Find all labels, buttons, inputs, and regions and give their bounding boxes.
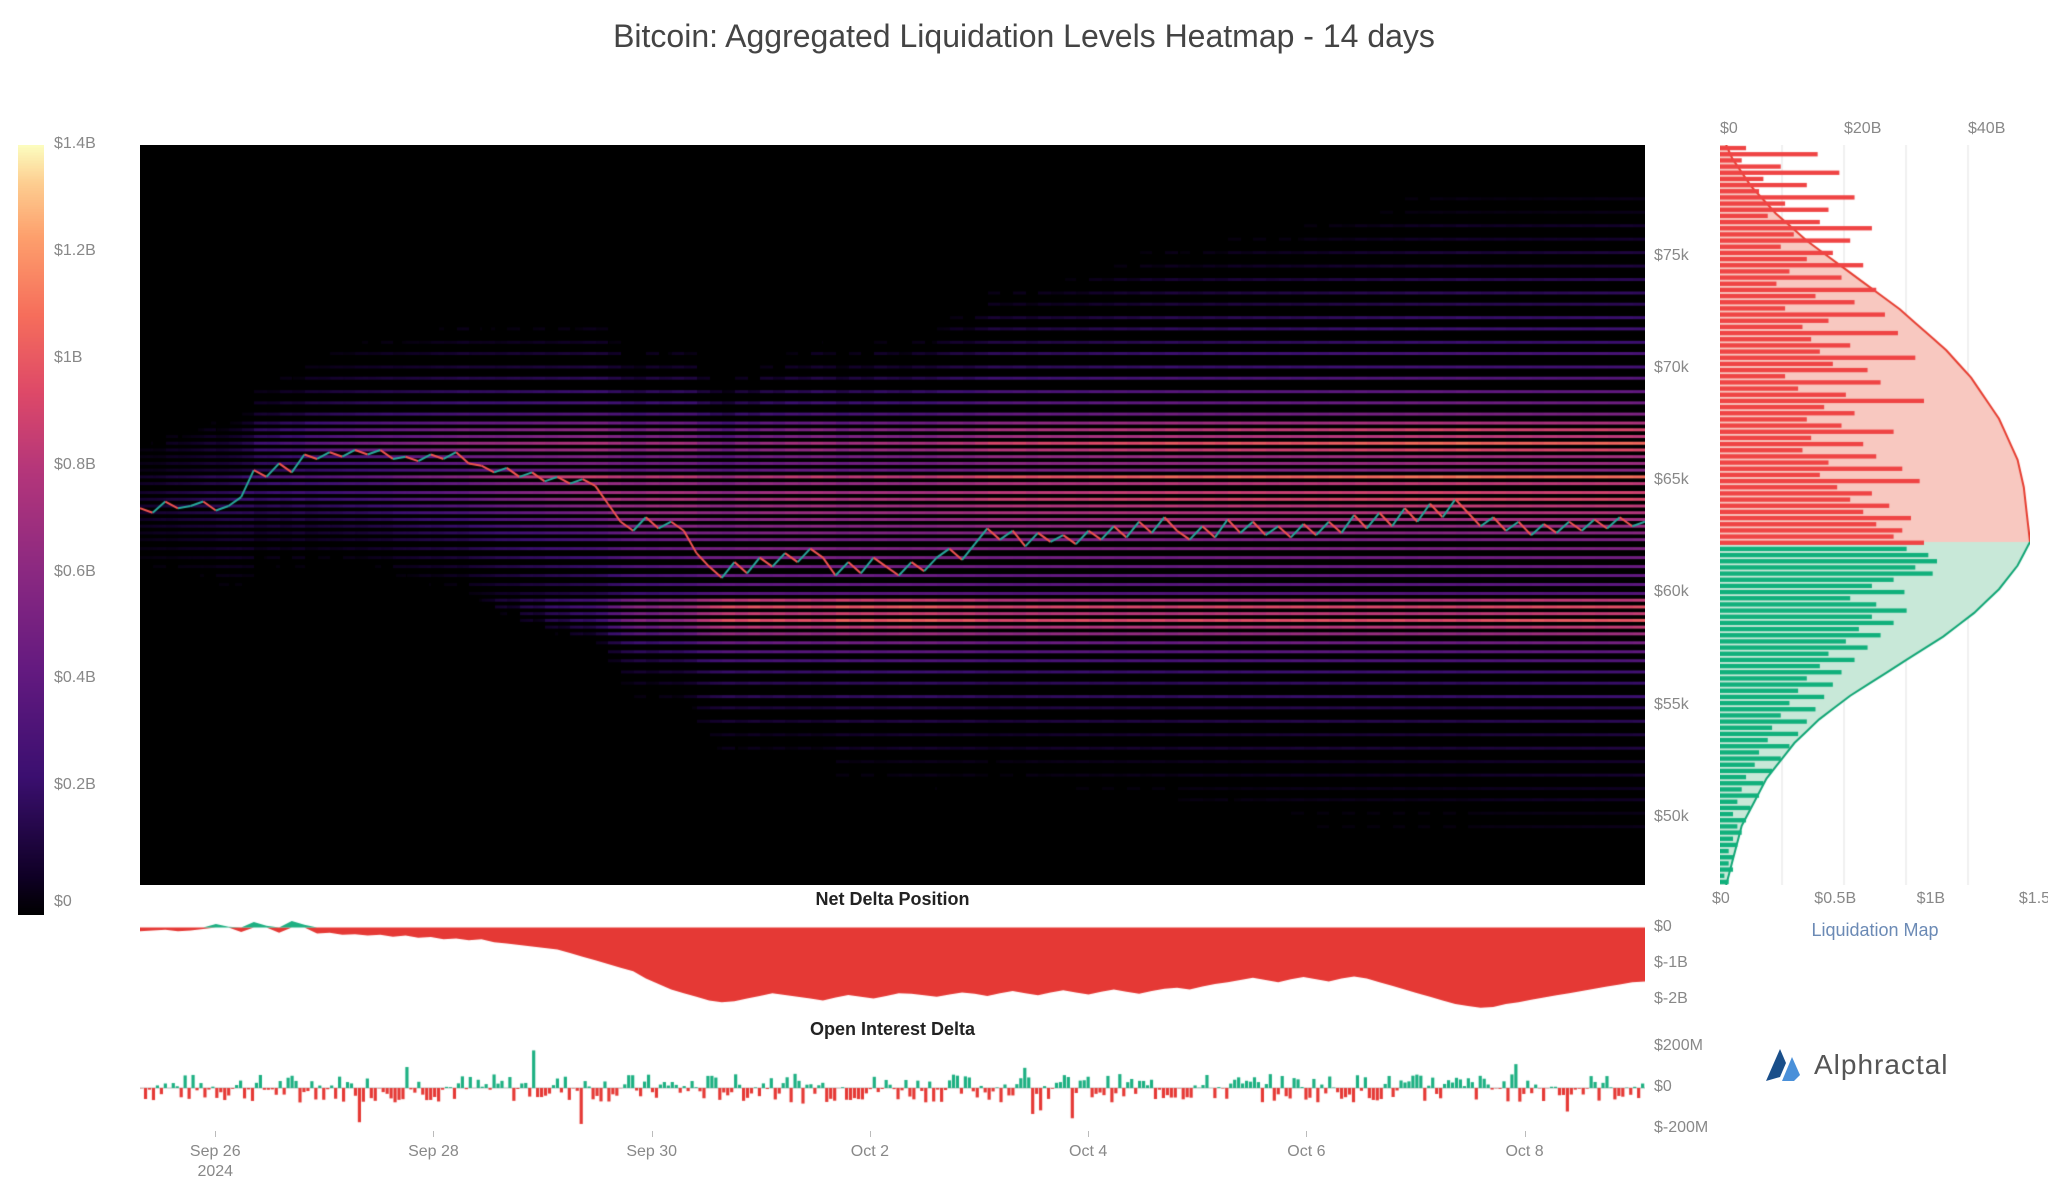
heatmap-y-tick: $70k (1654, 359, 1689, 377)
liq-bottom-tick: $1B (1917, 890, 1945, 908)
heatmap-y-tick: $65k (1654, 471, 1689, 489)
x-axis-tick: Sep 26 (185, 1143, 245, 1161)
net-delta-chart (140, 913, 1645, 1015)
heatmap-y-tick: $75k (1654, 247, 1689, 265)
logo: Alphractal (1760, 1043, 1949, 1087)
logo-text: Alphractal (1814, 1049, 1949, 1081)
liquidation-top-axis: $0 $20B $40B (1720, 120, 2030, 144)
heatmap-y-tick: $60k (1654, 583, 1689, 601)
liq-bottom-tick: $1.5B (2019, 890, 2048, 908)
liquidation-bottom-axis: $0$0.5B$1B$1.5B (1718, 890, 2033, 914)
net-delta-title: Net Delta Position (140, 889, 1645, 910)
x-axis-tick: Sep 30 (622, 1143, 682, 1161)
open-interest-y-tick: $-200M (1654, 1119, 1708, 1137)
x-axis-tick-mark (433, 1131, 434, 1137)
open-interest-chart (140, 1043, 1645, 1133)
open-interest-title: Open Interest Delta (140, 1019, 1645, 1040)
heatmap-y-tick: $55k (1654, 696, 1689, 714)
x-axis-year: 2024 (185, 1163, 245, 1181)
colorbar-gradient (18, 145, 44, 915)
liquidation-map (1720, 145, 2030, 885)
colorbar-tick: $0.2B (54, 776, 96, 794)
x-axis-tick-mark (1306, 1131, 1307, 1137)
liq-top-tick: $40B (1968, 120, 2005, 138)
liq-top-tick: $20B (1844, 120, 1881, 138)
x-axis-tick-mark (1525, 1131, 1526, 1137)
heatmap-y-axis: $75k $70k $65k $60k $55k $50k (1650, 145, 1720, 885)
x-axis-tick: Oct 8 (1495, 1143, 1555, 1161)
net-delta-y-tick: $-1B (1654, 954, 1688, 972)
open-interest-y-tick: $200M (1654, 1037, 1703, 1055)
colorbar-tick: $0 (54, 893, 72, 911)
x-axis-tick-mark (652, 1131, 653, 1137)
chart-title: Bitcoin: Aggregated Liquidation Levels H… (0, 0, 2048, 65)
logo-icon (1760, 1043, 1804, 1087)
open-interest-y-tick: $0 (1654, 1078, 1672, 1096)
liq-top-tick: $0 (1720, 120, 1738, 138)
open-interest-y-axis: $200M $0 $-200M (1650, 1025, 1730, 1145)
net-delta-y-tick: $-2B (1654, 990, 1688, 1008)
heatmap (140, 145, 1645, 885)
x-axis-tick: Sep 28 (403, 1143, 463, 1161)
liq-bottom-tick: $0.5B (1814, 890, 1856, 908)
net-delta-y-axis: $0 $-1B $-2B (1650, 913, 1720, 1015)
colorbar-tick: $1B (54, 349, 82, 367)
x-axis-tick-mark (215, 1131, 216, 1137)
colorbar (18, 145, 44, 915)
colorbar-tick: $0.4B (54, 669, 96, 687)
x-axis: Sep 26 Sep 28 Sep 30 Oct 2 Oct 4 Oct 6 Oct 8 20… (140, 1137, 1645, 1197)
net-delta-y-tick: $0 (1654, 918, 1672, 936)
x-axis-tick: Oct 4 (1058, 1143, 1118, 1161)
x-axis-tick-mark (870, 1131, 871, 1137)
x-axis-tick: Oct 2 (840, 1143, 900, 1161)
x-axis-tick-mark (1088, 1131, 1089, 1137)
heatmap-y-tick: $50k (1654, 808, 1689, 826)
x-axis-tick: Oct 6 (1276, 1143, 1336, 1161)
colorbar-tick: $0.6B (54, 563, 96, 581)
colorbar-tick: $1.4B (54, 135, 96, 153)
colorbar-tick: $1.2B (54, 242, 96, 260)
colorbar-tick: $0.8B (54, 456, 96, 474)
liquidation-map-label: Liquidation Map (1720, 920, 2030, 941)
liq-bottom-tick: $0 (1712, 890, 1730, 908)
